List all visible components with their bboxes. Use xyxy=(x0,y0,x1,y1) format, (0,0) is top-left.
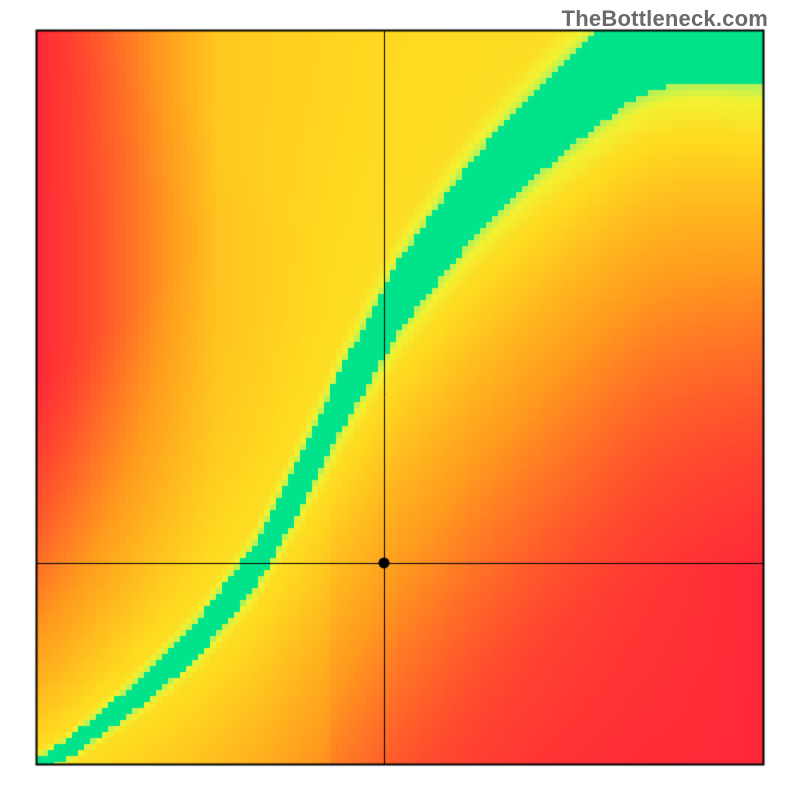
chart-container: TheBottleneck.com xyxy=(0,0,800,800)
watermark-text: TheBottleneck.com xyxy=(562,6,768,32)
bottleneck-heatmap xyxy=(0,0,800,800)
